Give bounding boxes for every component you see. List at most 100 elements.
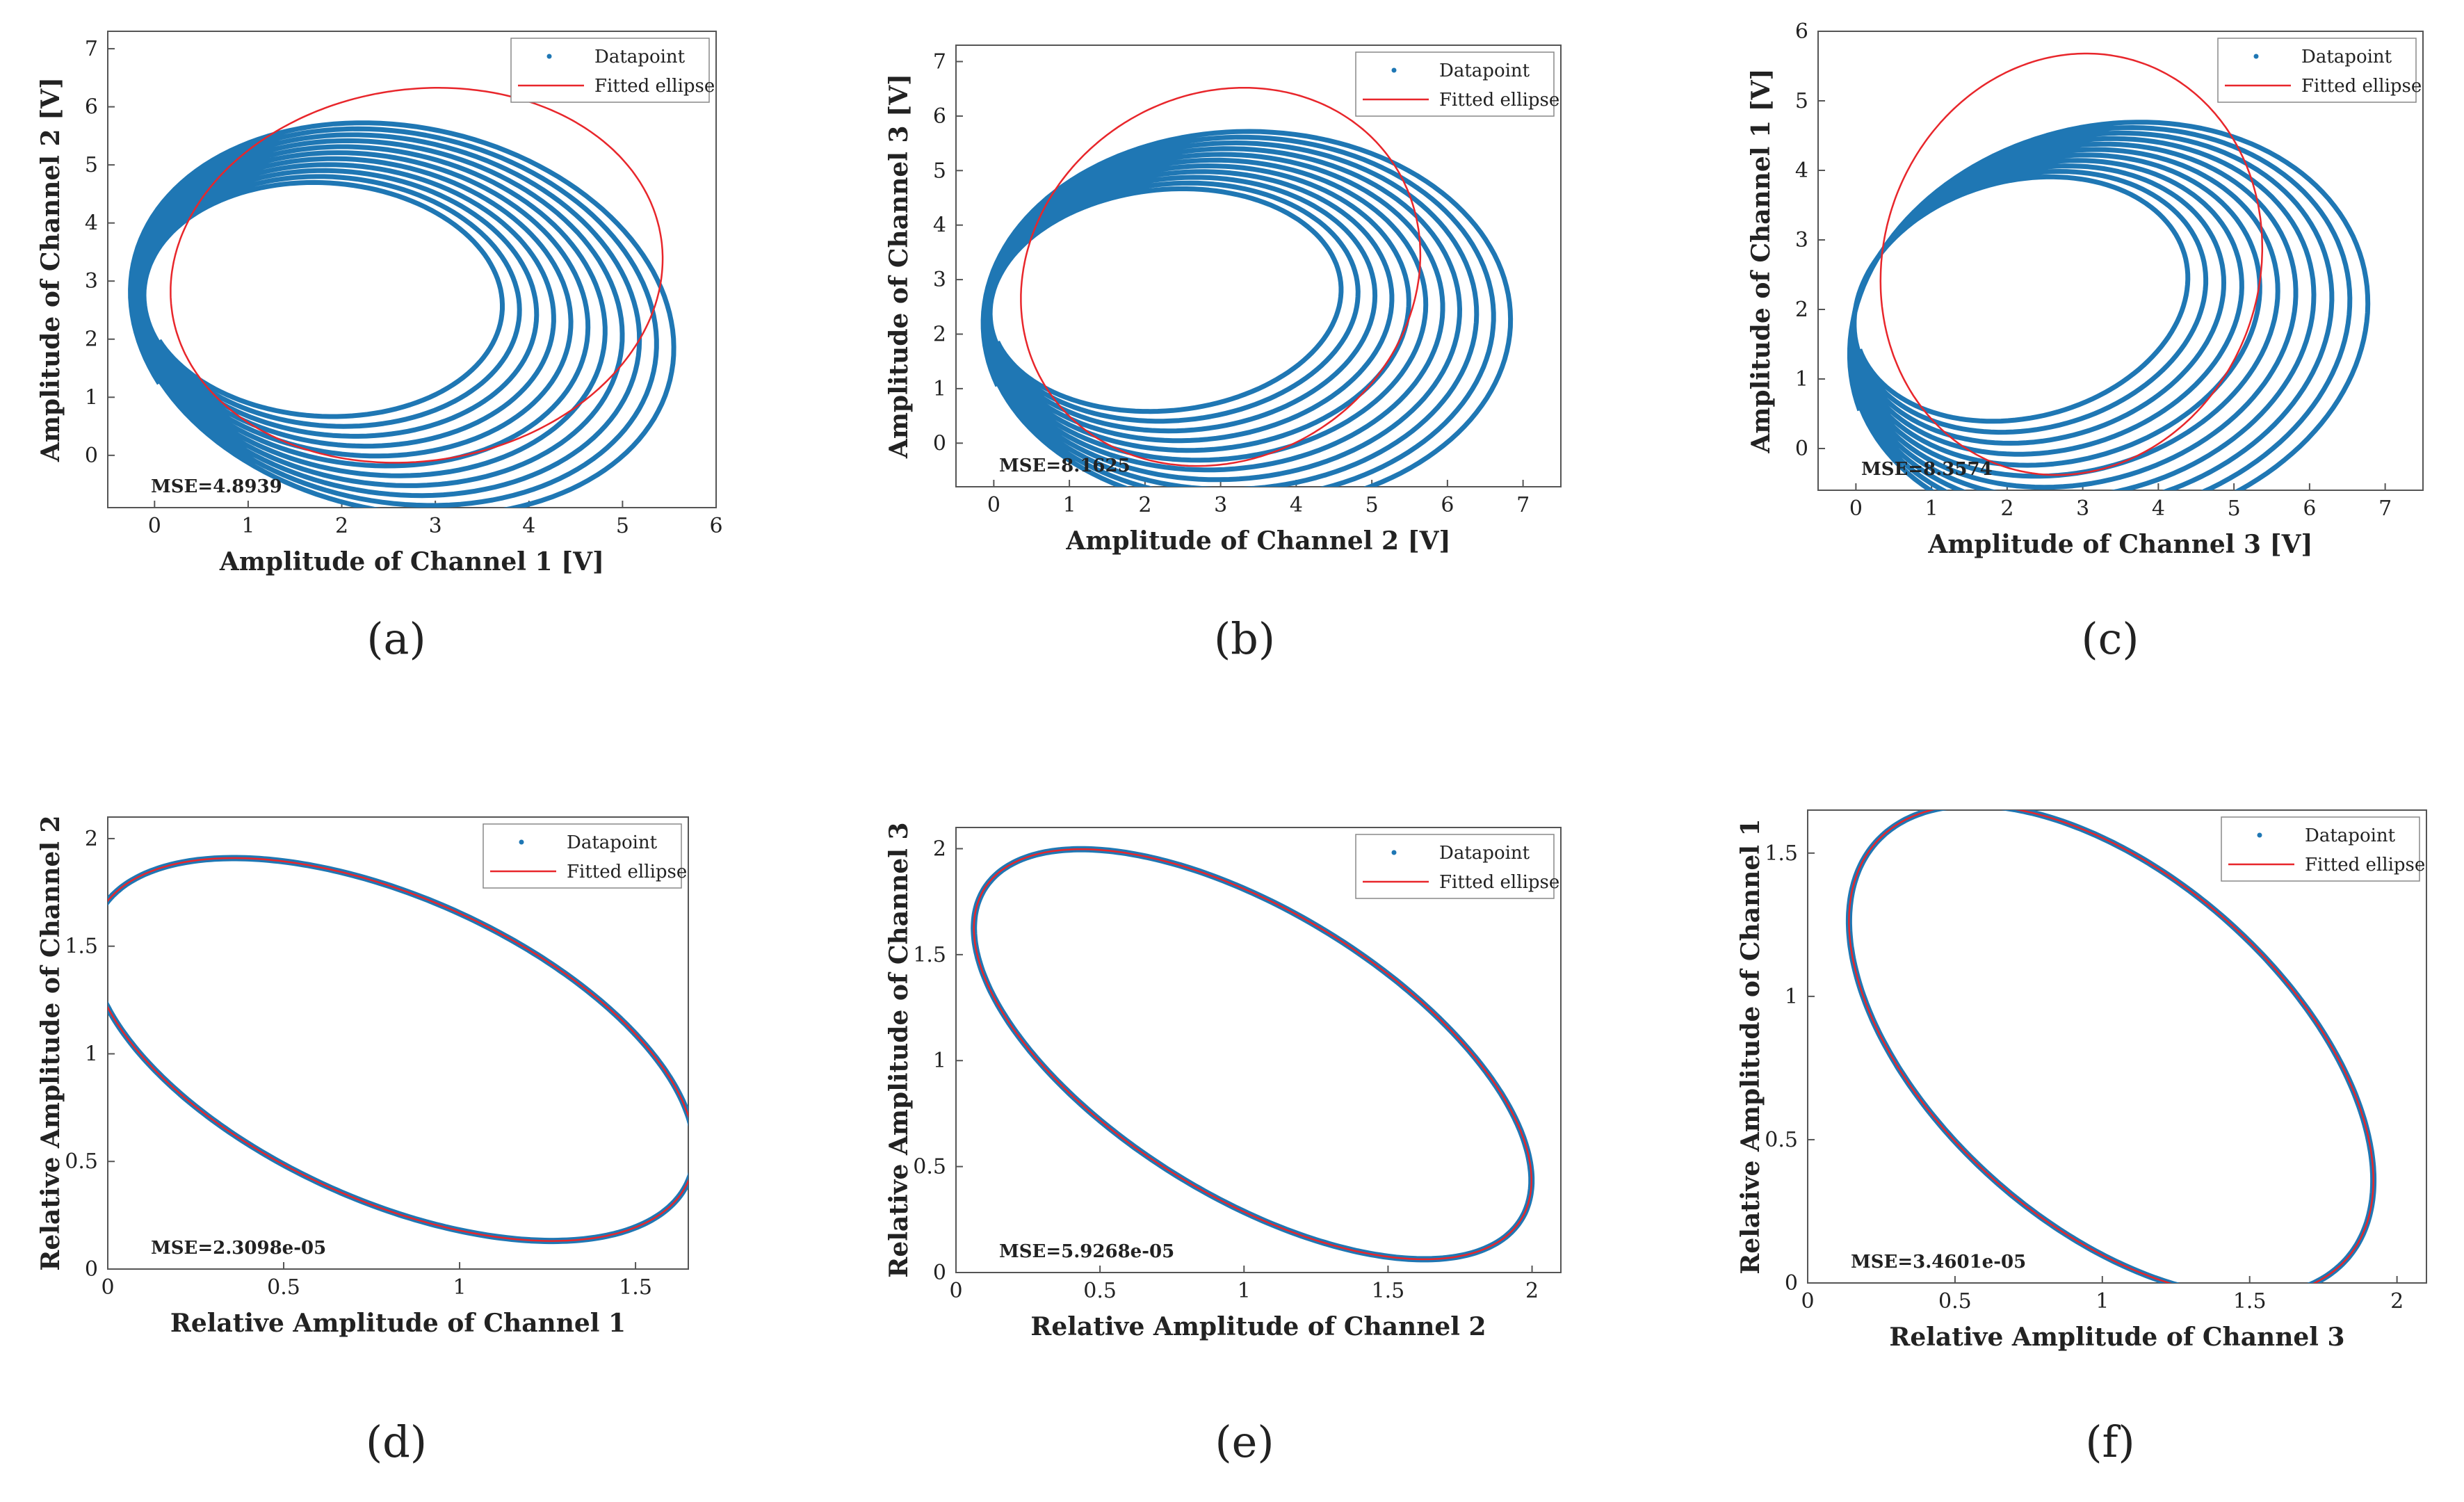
y-tick-label: 0	[933, 1261, 946, 1285]
y-tick-label: 7	[933, 50, 946, 74]
legend-box	[2221, 816, 2420, 882]
chart-panel-e: 0 0.5 1 1.5 2 0 0.5 1 1.5 2 Relative Amplitude of …	[884, 822, 1562, 1467]
datapoint-series	[1847, 120, 2371, 490]
datapoint-series	[128, 120, 676, 508]
y-tick-label: 2	[85, 328, 98, 352]
fitted-ellipse	[170, 87, 664, 464]
y-tick-label: 3	[1795, 228, 1808, 252]
legend-box	[2217, 38, 2417, 103]
legend-fitted-label: Fitted ellipse	[567, 862, 687, 882]
y-tick-label: 6	[85, 95, 98, 120]
y-tick-label: 0	[1795, 437, 1808, 461]
x-tick-label: 6	[709, 514, 722, 538]
x-tick-label: 0	[987, 493, 1000, 517]
x-tick-label: 4	[1290, 493, 1303, 517]
legend-fitted-label: Fitted ellipse	[2305, 855, 2425, 875]
legend: Datapoint Fitted ellipse	[1355, 834, 1559, 899]
legend-datapoint-marker	[1391, 850, 1397, 855]
legend-datapoint-marker	[2253, 54, 2259, 59]
mse-annotation: MSE=8.3574	[1861, 459, 1993, 480]
y-tick-label: 2	[85, 827, 98, 851]
x-axis-label: Relative Amplitude of Channel 3	[1889, 1323, 2344, 1352]
legend: Datapoint Fitted ellipse	[2221, 816, 2425, 882]
y-axis-label: Relative Amplitude of Channel 1	[1736, 818, 1765, 1274]
x-tick-label: 4	[2152, 496, 2165, 521]
x-tick-label: 1	[1925, 496, 1938, 521]
plot-area	[107, 816, 689, 1270]
x-tick-label: 5	[1365, 493, 1379, 517]
x-tick-label: 3	[1214, 493, 1227, 517]
y-tick-label: 5	[933, 159, 946, 183]
panel-label: (d)	[366, 1416, 427, 1467]
chart-panel-c: 0 1 2 3 4 5 6 7 0 1 2 3 4 5 6 Amplitude of Channel 3 [V…	[1746, 19, 2424, 664]
y-axis-label: Relative Amplitude of Channel 2	[36, 815, 65, 1270]
legend: Datapoint Fitted ellipse	[1355, 51, 1559, 117]
y-axis-label: Amplitude of Channel 3 [V]	[884, 74, 914, 459]
legend-datapoint-marker	[2257, 832, 2262, 838]
panel-label: (b)	[1214, 613, 1275, 664]
legend-box	[510, 38, 710, 103]
x-tick-label: 6	[2303, 496, 2316, 521]
legend-datapoint-label: Datapoint	[2305, 825, 2396, 846]
mse-annotation: MSE=3.4601e-05	[1851, 1252, 2026, 1273]
chart-panel-d: 0 0.5 1 1.5 0 0.5 1 1.5 2 Relative Amplitude of C…	[36, 815, 689, 1467]
fitted-ellipse	[1020, 86, 1422, 467]
y-tick-label: 4	[1795, 159, 1808, 183]
x-tick-label: 2	[2000, 496, 2013, 521]
x-axis-label: Amplitude of Channel 3 [V]	[1927, 530, 2312, 559]
y-tick-label: 1	[933, 377, 946, 401]
mse-annotation: MSE=2.3098e-05	[151, 1238, 326, 1259]
plot-area	[955, 827, 1562, 1273]
y-tick-label: 1	[1785, 985, 1798, 1009]
y-tick-label: 0	[85, 1257, 98, 1282]
y-tick-label: 1	[933, 1049, 946, 1073]
data-layer	[980, 86, 1514, 487]
fitted-ellipse	[1879, 52, 2264, 476]
x-tick-label: 0	[101, 1275, 114, 1300]
x-tick-label: 1.5	[2233, 1289, 2267, 1314]
legend-datapoint-label: Datapoint	[2301, 47, 2392, 67]
panel-label: (e)	[1215, 1416, 1274, 1467]
legend-datapoint-label: Datapoint	[567, 832, 658, 853]
x-tick-label: 0	[1801, 1289, 1814, 1314]
x-tick-label: 3	[2076, 496, 2089, 521]
panel-label: (a)	[366, 613, 425, 664]
legend-box	[1355, 834, 1555, 899]
y-tick-label: 2	[933, 837, 946, 861]
x-tick-label: 0	[949, 1279, 962, 1303]
x-tick-label: 1.5	[1372, 1279, 1405, 1303]
data-layer	[128, 87, 676, 508]
y-tick-label: 4	[933, 213, 946, 238]
y-tick-label: 1.5	[65, 935, 98, 959]
y-tick-label: 0	[1785, 1271, 1798, 1295]
y-tick-label: 1	[85, 385, 98, 410]
legend: Datapoint Fitted ellipse	[510, 38, 715, 103]
y-tick-label: 2	[1795, 298, 1808, 322]
legend-fitted-label: Fitted ellipse	[594, 76, 715, 97]
mse-annotation: MSE=8.1625	[999, 455, 1130, 476]
mse-annotation: MSE=5.9268e-05	[999, 1241, 1174, 1262]
fitted-ellipse	[108, 857, 688, 1242]
x-tick-label: 2	[1525, 1279, 1539, 1303]
y-tick-label: 3	[933, 268, 946, 292]
y-tick-label: 0.5	[913, 1155, 946, 1179]
data-layer	[1845, 810, 2377, 1283]
y-tick-label: 1.5	[913, 943, 946, 967]
y-tick-label: 6	[933, 104, 946, 129]
legend: Datapoint Fitted ellipse	[2217, 38, 2422, 103]
x-tick-label: 0	[1849, 496, 1863, 521]
legend-fitted-label: Fitted ellipse	[1439, 872, 1559, 893]
x-tick-label: 6	[1441, 493, 1454, 517]
chart-panel-a: 0 1 2 3 4 5 6 0 1 2 3 4 5 6 7 Amplitude of Channel 1 [V…	[36, 31, 723, 664]
x-tick-label: 1	[241, 514, 254, 538]
legend-datapoint-marker	[519, 839, 524, 845]
x-tick-label: 0.5	[267, 1275, 300, 1300]
y-tick-label: 2	[933, 322, 946, 346]
y-tick-label: 7	[85, 37, 98, 61]
legend-datapoint-label: Datapoint	[1439, 843, 1530, 864]
x-axis-label: Amplitude of Channel 2 [V]	[1065, 526, 1450, 556]
x-tick-label: 0	[148, 514, 161, 538]
y-tick-label: 5	[1795, 89, 1808, 113]
